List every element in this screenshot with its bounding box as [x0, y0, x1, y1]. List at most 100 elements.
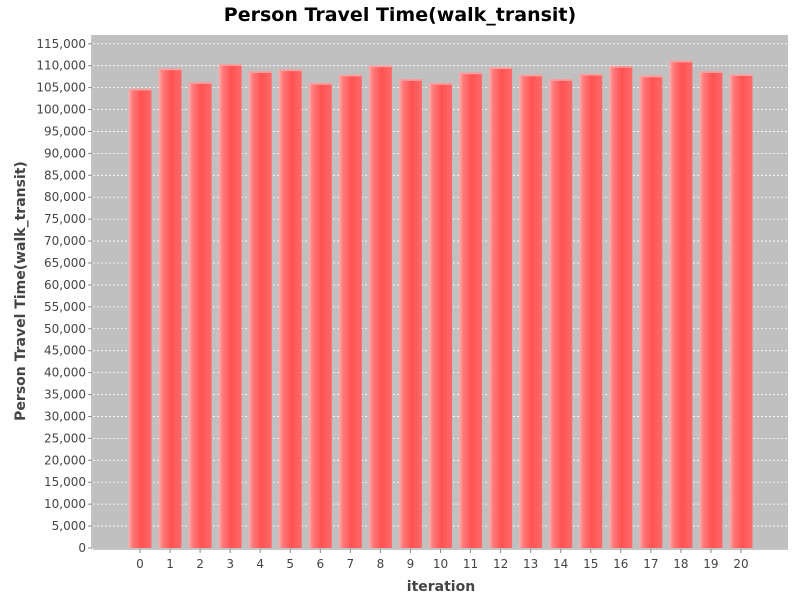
- x-tick-label: 16: [613, 557, 628, 571]
- bar-top-highlight: [639, 75, 663, 78]
- bar-1: [158, 68, 182, 548]
- y-tick-label: 115,000: [36, 37, 86, 51]
- bar-12: [489, 67, 513, 548]
- bar-top-highlight: [459, 72, 483, 75]
- bar-top-highlight: [338, 74, 362, 77]
- x-tick-label: 18: [673, 557, 688, 571]
- x-tick-label: 0: [136, 557, 144, 571]
- bars: [128, 60, 753, 549]
- bar: [278, 69, 302, 548]
- x-tick-label: 7: [347, 557, 355, 571]
- bar: [609, 66, 633, 548]
- y-tick-label: 45,000: [44, 344, 86, 358]
- y-tick-label: 100,000: [36, 103, 86, 117]
- bar-top-highlight: [188, 82, 212, 84]
- bar-top-highlight: [158, 68, 182, 71]
- x-tick-label: 13: [523, 557, 538, 571]
- bar: [459, 72, 483, 548]
- bar-20: [729, 74, 753, 548]
- x-tick-label: 20: [733, 557, 748, 571]
- y-tick-label: 20,000: [44, 453, 86, 467]
- bar: [218, 64, 242, 548]
- chart-title: Person Travel Time(walk_transit): [224, 4, 576, 26]
- bar-18: [669, 60, 693, 548]
- bar-top-highlight: [609, 66, 633, 68]
- bar: [368, 65, 392, 548]
- bar-top-highlight: [128, 88, 152, 91]
- bar: [248, 71, 272, 549]
- y-tick-label: 50,000: [44, 322, 86, 336]
- bar-4: [248, 71, 272, 549]
- bar-7: [338, 74, 362, 549]
- bar-3: [218, 64, 242, 548]
- x-tick-label: 12: [493, 557, 508, 571]
- bar-top-highlight: [278, 69, 302, 72]
- y-axis-label: Person Travel Time(walk_transit): [13, 161, 29, 421]
- y-tick-label: 0: [78, 541, 86, 555]
- bar-15: [579, 74, 603, 549]
- bar-13: [519, 74, 543, 549]
- bar-top-highlight: [218, 64, 242, 66]
- x-tick-label: 17: [643, 557, 658, 571]
- y-axis-ticks: 0 5,000 10,000 15,000 20,000 25,000 30,000 35,0…: [36, 37, 92, 555]
- x-tick-label: 2: [196, 557, 204, 571]
- bar-16: [609, 66, 633, 548]
- bar: [489, 67, 513, 548]
- y-tick-label: 25,000: [44, 431, 86, 445]
- bar: [308, 83, 332, 548]
- bar-8: [368, 65, 392, 548]
- y-tick-label: 15,000: [44, 475, 86, 489]
- x-tick-label: 8: [377, 557, 385, 571]
- bar-top-highlight: [248, 71, 272, 73]
- x-tick-label: 6: [316, 557, 324, 571]
- y-tick-label: 60,000: [44, 278, 86, 292]
- bar-top-highlight: [669, 60, 693, 63]
- x-tick-label: 11: [463, 557, 478, 571]
- y-tick-label: 40,000: [44, 366, 86, 380]
- y-tick-label: 10,000: [44, 497, 86, 511]
- x-axis-ticks: 0 1 2 3 4 5 6 7 8 9 10 11 12 13 14 15 16 17 18 19 20: [136, 549, 749, 571]
- bar: [549, 79, 573, 549]
- bar-top-highlight: [368, 65, 392, 68]
- bar: [188, 82, 212, 548]
- x-tick-label: 3: [226, 557, 234, 571]
- bar-top-highlight: [489, 67, 513, 69]
- y-tick-label: 35,000: [44, 388, 86, 402]
- bar: [639, 75, 663, 549]
- bar-10: [429, 83, 452, 548]
- x-tick-label: 10: [433, 557, 448, 571]
- y-tick-label: 5,000: [52, 519, 86, 533]
- x-axis-label: iteration: [407, 579, 475, 595]
- y-tick-label: 65,000: [44, 256, 86, 270]
- x-tick-label: 19: [703, 557, 718, 571]
- y-tick-label: 95,000: [44, 124, 86, 138]
- bar: [519, 74, 543, 549]
- bar-14: [549, 79, 573, 549]
- bar-6: [308, 83, 332, 548]
- bar-top-highlight: [579, 74, 603, 76]
- bar: [128, 88, 152, 548]
- y-tick-label: 55,000: [44, 300, 86, 314]
- bar: [338, 74, 362, 549]
- y-tick-label: 110,000: [36, 59, 86, 73]
- bar-0: [128, 88, 152, 548]
- bar-19: [699, 71, 723, 549]
- y-tick-label: 105,000: [36, 81, 86, 95]
- bar: [398, 79, 422, 549]
- y-tick-label: 80,000: [44, 190, 86, 204]
- y-tick-label: 90,000: [44, 146, 86, 160]
- bar-2: [188, 82, 212, 548]
- bar: [579, 74, 603, 549]
- bar-5: [278, 69, 302, 548]
- y-tick-label: 85,000: [44, 168, 86, 182]
- y-tick-label: 30,000: [44, 409, 86, 423]
- bar: [729, 74, 753, 548]
- x-tick-label: 5: [286, 557, 294, 571]
- bar: [669, 60, 693, 548]
- bar: [158, 68, 182, 548]
- bar-top-highlight: [519, 74, 543, 77]
- bar-top-highlight: [699, 71, 723, 73]
- bar-9: [398, 79, 422, 549]
- bar-17: [639, 75, 663, 549]
